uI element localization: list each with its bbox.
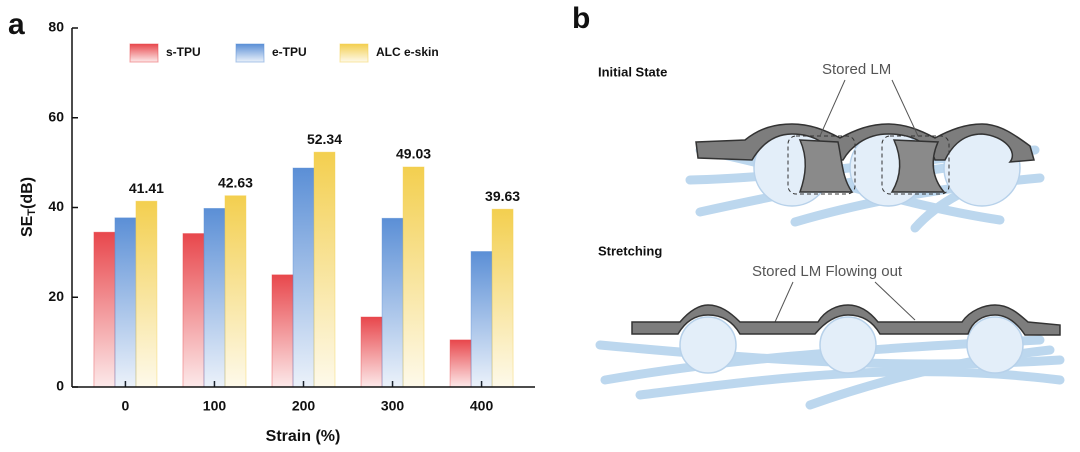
bar [449, 339, 472, 388]
bar [360, 316, 383, 388]
bar [292, 167, 315, 388]
diagram-label: Initial State [598, 64, 667, 79]
data-label: 42.63 [218, 174, 253, 190]
y-title-main: SE [19, 215, 36, 237]
y-title-unit: (dB) [19, 177, 36, 209]
x-tick-label: 200 [292, 398, 316, 414]
bar [224, 195, 247, 388]
bar [182, 233, 205, 388]
y-tick-label: 20 [48, 288, 64, 304]
legend-label: ALC e-skin [376, 45, 439, 59]
bar [402, 166, 425, 388]
diagram-label: Stored LM [822, 61, 891, 78]
legend-swatch [339, 43, 369, 63]
panel-label: a [8, 8, 25, 41]
beads [679, 129, 1024, 374]
y-title-sub: T [26, 209, 38, 216]
legend-label: e-TPU [272, 45, 307, 59]
legend-swatch [235, 43, 265, 63]
x-tick-label: 0 [122, 398, 130, 414]
y-tick-label: 40 [48, 198, 64, 214]
bar [470, 251, 493, 388]
y-tick-label: 80 [48, 19, 64, 35]
data-label: 39.63 [485, 188, 520, 204]
bar [135, 200, 158, 388]
bar [491, 208, 514, 388]
legend-swatch [129, 43, 159, 63]
leader-lines [774, 79, 919, 323]
bar [271, 274, 294, 388]
bar [313, 151, 336, 388]
diagram-label: Stretching [598, 243, 662, 258]
bar [203, 207, 226, 388]
x-axis-title: Strain (%) [266, 428, 341, 445]
y-tick-label: 0 [56, 378, 64, 394]
bar [93, 231, 116, 388]
y-axis-title: SET(dB) [19, 177, 38, 237]
bar [114, 217, 137, 388]
liquid-metal [631, 304, 1061, 336]
liquid-metal [695, 123, 1035, 193]
legend-label: s-TPU [166, 45, 201, 59]
x-tick-label: 300 [381, 398, 405, 414]
x-tick-label: 100 [203, 398, 227, 414]
x-tick-label: 400 [470, 398, 494, 414]
diagram-label: Stored LM Flowing out [752, 263, 903, 280]
data-label: 41.41 [129, 180, 164, 196]
storage-box [787, 135, 950, 195]
data-label: 52.34 [307, 131, 342, 147]
panel-label: b [572, 2, 590, 35]
diagram: Initial State Stored LM Stretching Store… [595, 61, 1065, 410]
data-label: 49.03 [396, 146, 431, 162]
y-tick-label: 60 [48, 108, 64, 124]
bar [381, 217, 404, 388]
